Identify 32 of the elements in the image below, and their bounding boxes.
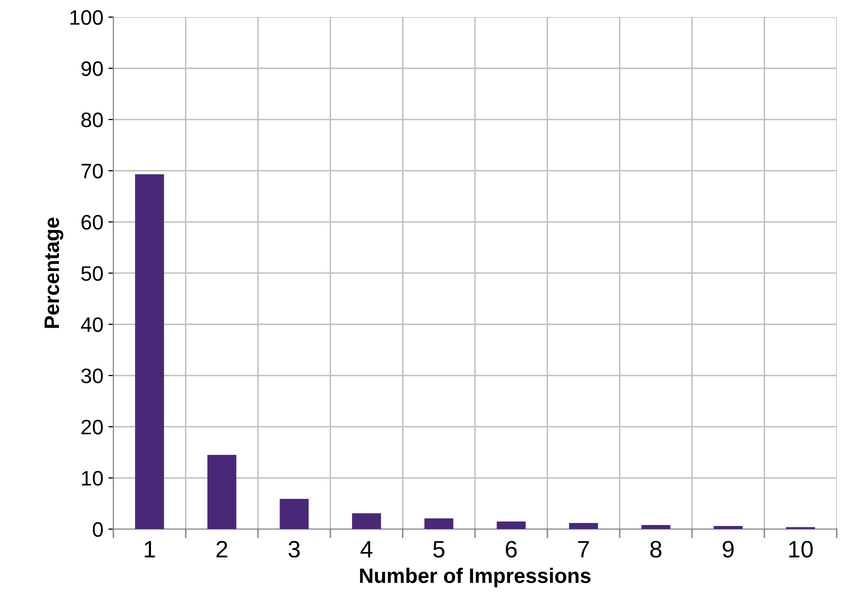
bar <box>714 526 743 530</box>
bar <box>280 498 309 530</box>
x-tick-label: 7 <box>578 541 589 558</box>
y-tick-label: 90 <box>81 61 103 76</box>
bar <box>569 522 598 530</box>
x-tick-label: 9 <box>722 540 734 558</box>
bar <box>424 518 454 530</box>
y-axis-title: Percentage <box>44 218 64 328</box>
y-tick-label: 70 <box>82 164 103 178</box>
x-tick-label: 6 <box>506 540 517 558</box>
y-tick-label: 100 <box>70 10 103 25</box>
x-tick-label: 5 <box>433 541 444 558</box>
bar <box>352 513 381 530</box>
y-tick-label: 40 <box>80 317 103 332</box>
y-tick-label: 0 <box>92 522 103 537</box>
x-tick-label: 2 <box>216 540 228 558</box>
x-tick-label: 3 <box>288 540 300 558</box>
bar <box>496 521 526 530</box>
bar <box>207 454 236 530</box>
y-tick-label: 10 <box>82 470 103 486</box>
bar <box>641 525 670 530</box>
y-tick-label: 80 <box>81 112 103 128</box>
y-tick-label: 50 <box>81 266 103 281</box>
x-tick-label: 4 <box>360 541 372 558</box>
x-tick-label: 1 <box>144 541 155 558</box>
x-axis-title: Number of Impressions <box>360 568 591 588</box>
x-tick-label: 8 <box>650 540 662 558</box>
y-tick-label: 30 <box>81 368 103 384</box>
bar <box>135 174 164 530</box>
y-tick-label: 60 <box>82 214 103 230</box>
x-tick-label: 10 <box>789 540 813 558</box>
y-tick-label: 20 <box>82 420 103 434</box>
